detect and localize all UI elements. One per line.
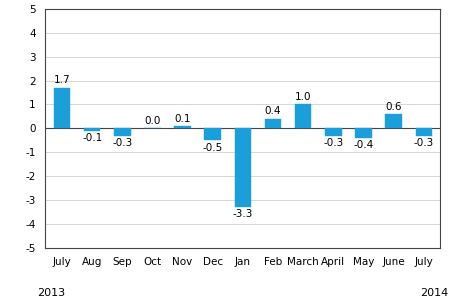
Text: 1.7: 1.7 (54, 76, 70, 85)
Text: 0.6: 0.6 (385, 102, 402, 112)
Bar (355, 128, 372, 138)
Text: 0.4: 0.4 (265, 106, 281, 117)
Text: -0.3: -0.3 (112, 138, 133, 148)
Bar (84, 128, 100, 131)
Text: -0.1: -0.1 (82, 133, 102, 143)
Text: -3.3: -3.3 (233, 210, 253, 220)
Text: -0.4: -0.4 (353, 140, 374, 150)
Bar (174, 126, 191, 128)
Bar (415, 128, 432, 136)
Bar (295, 104, 311, 128)
Text: 2013: 2013 (38, 288, 66, 298)
Bar (235, 128, 251, 207)
Text: 0.1: 0.1 (174, 114, 191, 124)
Bar (114, 128, 131, 136)
Bar (54, 88, 70, 128)
Bar (265, 119, 281, 128)
Text: -0.3: -0.3 (323, 138, 344, 148)
Bar (385, 114, 402, 128)
Text: 0.0: 0.0 (144, 116, 161, 126)
Bar (204, 128, 221, 140)
Text: 2014: 2014 (420, 288, 448, 298)
Text: -0.3: -0.3 (414, 138, 434, 148)
Bar (325, 128, 342, 136)
Text: -0.5: -0.5 (202, 143, 223, 153)
Text: 1.0: 1.0 (295, 92, 311, 102)
